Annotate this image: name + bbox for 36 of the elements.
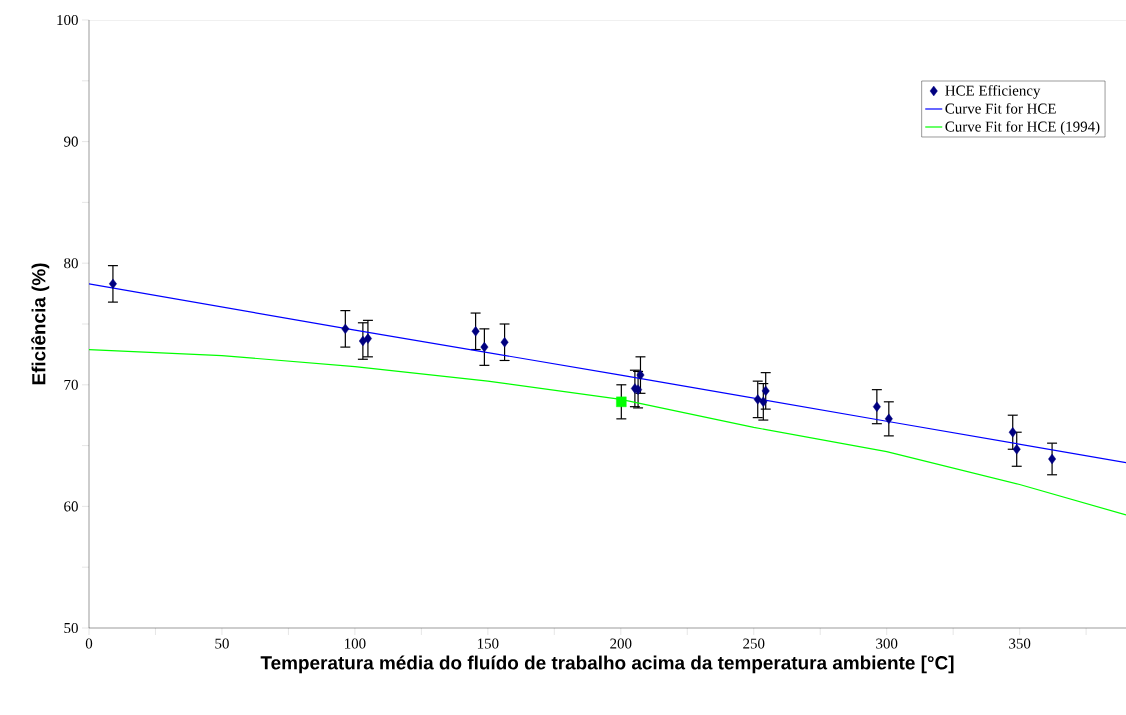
x-axis-title: Temperatura média do fluído de trabalho acima da temperatura ambiente [°C]	[260, 655, 954, 674]
y-tick-label: 80	[64, 258, 78, 269]
point	[1008, 427, 1017, 438]
y-tick-label: 50	[64, 622, 78, 634]
point	[761, 385, 770, 397]
x-tick-label: 100	[345, 638, 366, 649]
point	[341, 323, 350, 335]
y-axis-title: Eficiência (%)	[31, 263, 50, 385]
point	[471, 326, 480, 337]
x-tick-label: 50	[215, 638, 229, 649]
line-series	[89, 283, 1126, 464]
point	[753, 394, 762, 405]
point	[480, 341, 489, 353]
x-tick-label: 0	[85, 638, 93, 649]
y-tick-label: 100	[57, 14, 78, 26]
x-tick-label: 350	[1009, 638, 1031, 649]
point	[1048, 453, 1057, 465]
point	[636, 369, 645, 381]
legend-label: Curve Fit for HCE (1994)	[945, 121, 1100, 135]
point	[872, 401, 881, 412]
point	[884, 413, 893, 425]
point	[1012, 444, 1021, 455]
legend-label: Curve Fit for HCE	[945, 102, 1056, 114]
point	[500, 337, 509, 348]
x-tick-label: 300	[876, 638, 898, 649]
line-series	[89, 348, 1126, 516]
x-tick-label: 200	[610, 638, 632, 649]
y-tick-label: 60	[64, 501, 78, 512]
y-tick-label: 90	[64, 136, 78, 147]
x-tick-label: 150	[477, 638, 499, 649]
point	[363, 333, 372, 344]
y-tick-label: 70	[64, 379, 78, 390]
point	[759, 396, 768, 407]
legend-label: HCE Efficiency	[945, 84, 1041, 99]
point	[616, 396, 627, 407]
x-tick-label: 250	[743, 638, 765, 649]
